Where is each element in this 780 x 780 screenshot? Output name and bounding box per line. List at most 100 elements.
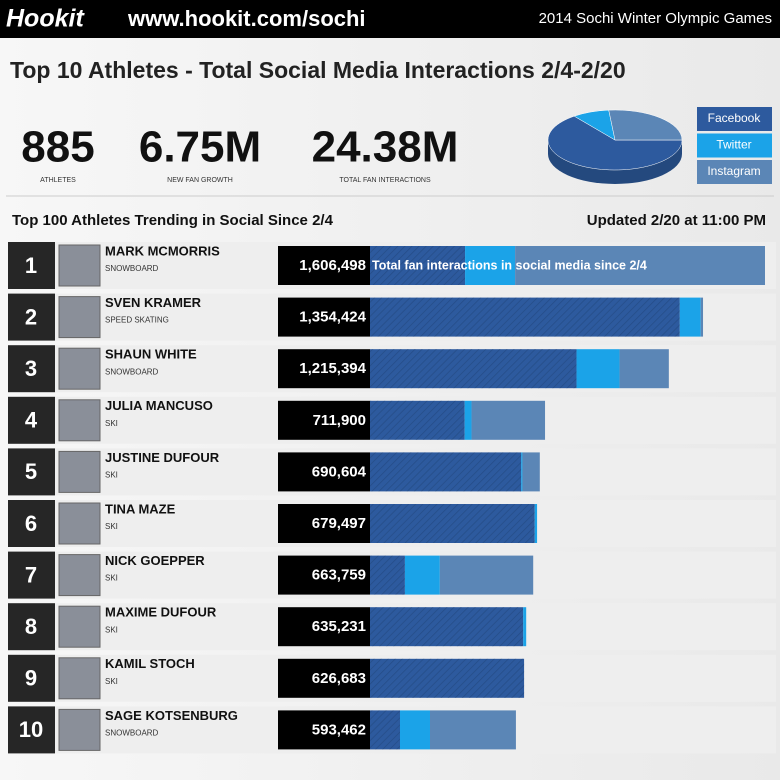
athlete-name: SVEN KRAMER [105,295,202,310]
subtitle: Top 100 Athletes Trending in Social Sinc… [12,212,334,229]
rank: 2 [25,304,37,329]
hatch [370,297,680,337]
hatch [370,504,535,543]
total-label: 635,231 [312,618,366,635]
total-box [278,246,370,285]
bar-segment [619,349,669,389]
athlete-sport: SKI [105,419,118,428]
stat-value: 885 [21,123,94,172]
athlete-name: SAGE KOTSENBURG [105,708,238,723]
rank-box [8,500,55,547]
bar-segment [404,555,440,595]
total-label: 690,604 [312,463,367,480]
athlete-photo [58,450,101,493]
rank: 7 [25,562,37,587]
total-box [278,710,370,750]
total-label: 1,354,424 [299,309,366,326]
athlete-photo [58,554,101,597]
total-label: 593,462 [312,721,366,738]
athlete-photo [58,502,101,545]
athlete-photo [58,399,101,442]
legend-label: Instagram [707,164,760,178]
athlete-photo [58,605,101,648]
header-bar [0,0,780,38]
athlete-sport: SNOWBOARD [105,264,159,273]
athlete-name: KAMIL STOCH [105,656,195,671]
legend-label: Facebook [708,111,762,125]
total-label: 679,497 [312,515,366,532]
legend-label: Twitter [716,138,751,152]
bar-segment [471,400,546,440]
legend-swatch [697,133,772,158]
total-box [278,504,370,543]
total-box [278,555,370,595]
athlete-name: JUSTINE DUFOUR [105,450,220,465]
legend-swatch [697,160,772,184]
rank: 10 [19,717,43,742]
bar-segment [465,246,516,285]
athlete-photo [58,657,101,700]
pie-slice [547,115,683,171]
title: Top 10 Athletes - Total Social Media Int… [10,57,626,83]
rank-box [8,242,55,289]
event: 2014 Sochi Winter Olympic Games [539,10,772,27]
bar-segment [399,710,430,750]
bar-segment [700,297,704,337]
stat-value: 24.38M [312,123,459,172]
athlete-sport: SNOWBOARD [105,367,159,376]
athlete-photo [58,708,101,751]
athlete-name: JULIA MANCUSO [105,398,213,413]
total-label: 711,900 [313,412,366,429]
athlete-name: MAXIME DUFOUR [105,605,217,620]
rank: 9 [25,666,37,691]
hatch [370,400,465,440]
rank: 8 [25,614,37,639]
bar-segment [576,349,620,389]
bar-segment [464,400,472,440]
bar-segment [429,710,516,750]
total-label: 663,759 [312,567,366,584]
logo: Hookit [6,5,85,33]
legend-swatch [697,107,772,131]
bar-segment [439,555,534,595]
total-label: 1,215,394 [299,360,366,377]
bar-segment [522,452,540,492]
stat-value: 6.75M [139,123,261,172]
rank: 3 [25,356,37,381]
bar-segment [523,607,527,647]
athlete-photo [58,296,101,339]
bar-segment [679,297,701,337]
rank: 5 [25,459,37,484]
pie-slice [608,109,683,141]
athlete-sport: SKI [105,471,118,480]
rank-box [8,603,55,651]
total-box [278,658,370,698]
rank-box [8,551,55,599]
athlete-photo [58,244,101,287]
athlete-sport: SNOWBOARD [105,729,159,738]
hatch [370,555,405,595]
hatch [370,658,525,698]
url: www.hookit.com/sochi [127,6,366,31]
hatch [370,246,466,285]
annotation: Total fan interactions in social media s… [372,258,647,272]
athlete-sport: SKI [105,625,118,634]
total-label: 1,606,498 [299,257,366,274]
rank-box [8,654,55,702]
total-box [278,452,370,492]
athlete-name: NICK GOEPPER [105,553,205,568]
bar-segment [521,452,523,492]
rank: 4 [25,408,38,433]
stat-label: TOTAL FAN INTERACTIONS [339,177,431,184]
rank-box [8,706,55,754]
rank-box [8,293,55,341]
rank: 6 [25,511,37,536]
athlete-sport: SPEED SKATING [105,316,169,325]
stat-label: ATHLETES [40,177,76,184]
pie-chart [547,109,683,184]
total-box [278,349,370,389]
hatch [370,607,524,647]
rank: 1 [25,253,37,278]
athlete-name: SHAUN WHITE [105,347,197,362]
